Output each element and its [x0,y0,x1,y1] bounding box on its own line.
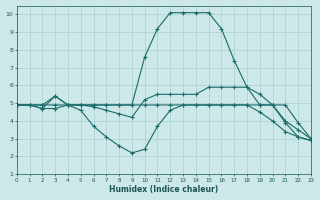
X-axis label: Humidex (Indice chaleur): Humidex (Indice chaleur) [109,185,219,194]
